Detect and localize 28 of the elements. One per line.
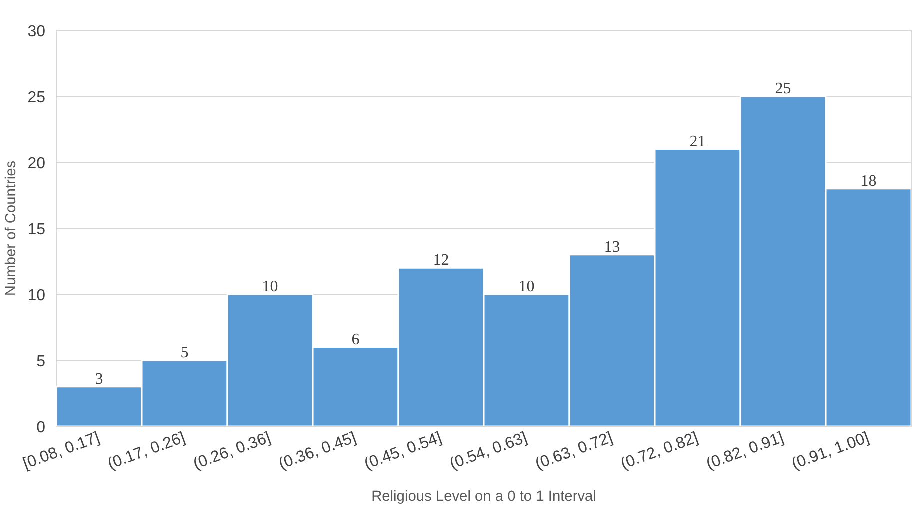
data-label: 10	[262, 278, 278, 296]
y-tick-label: 20	[28, 156, 46, 172]
y-tick-label: 15	[28, 222, 46, 238]
y-tick-label: 5	[36, 354, 46, 370]
y-tick-label: 30	[28, 24, 46, 40]
x-tick-label: (0.91, 1.00]	[790, 430, 872, 474]
x-tick-label: (0.54, 0.63]	[448, 430, 530, 474]
y-axis-title: Number of Countries	[4, 160, 20, 296]
data-label: 12	[433, 252, 450, 270]
x-tick-label: (0.82, 0.91]	[704, 430, 786, 474]
x-tick-label: (0.63, 0.72]	[533, 430, 616, 474]
data-label: 18	[860, 172, 877, 190]
x-tick-label: (0.36, 0.45]	[276, 430, 359, 474]
x-tick-label: (0.72, 0.82]	[618, 430, 701, 474]
data-label: 3	[95, 370, 104, 388]
data-label: 13	[604, 238, 620, 256]
data-label: 10	[518, 278, 535, 296]
x-axis-title: Religious Level on a 0 to 1 Interval	[372, 489, 596, 506]
y-tick-label: 25	[28, 90, 46, 106]
y-tick-label: 10	[28, 288, 46, 304]
data-label: 21	[690, 133, 706, 150]
y-tick-label: 0	[36, 420, 46, 436]
x-tick-label: (0.17, 0.26]	[106, 430, 188, 474]
data-label: 6	[352, 331, 360, 348]
data-label: 5	[180, 344, 189, 362]
x-tick-label: (0.26, 0.36]	[191, 430, 274, 474]
x-tick-label: (0.45, 0.54]	[362, 430, 444, 474]
data-label: 25	[775, 80, 792, 98]
